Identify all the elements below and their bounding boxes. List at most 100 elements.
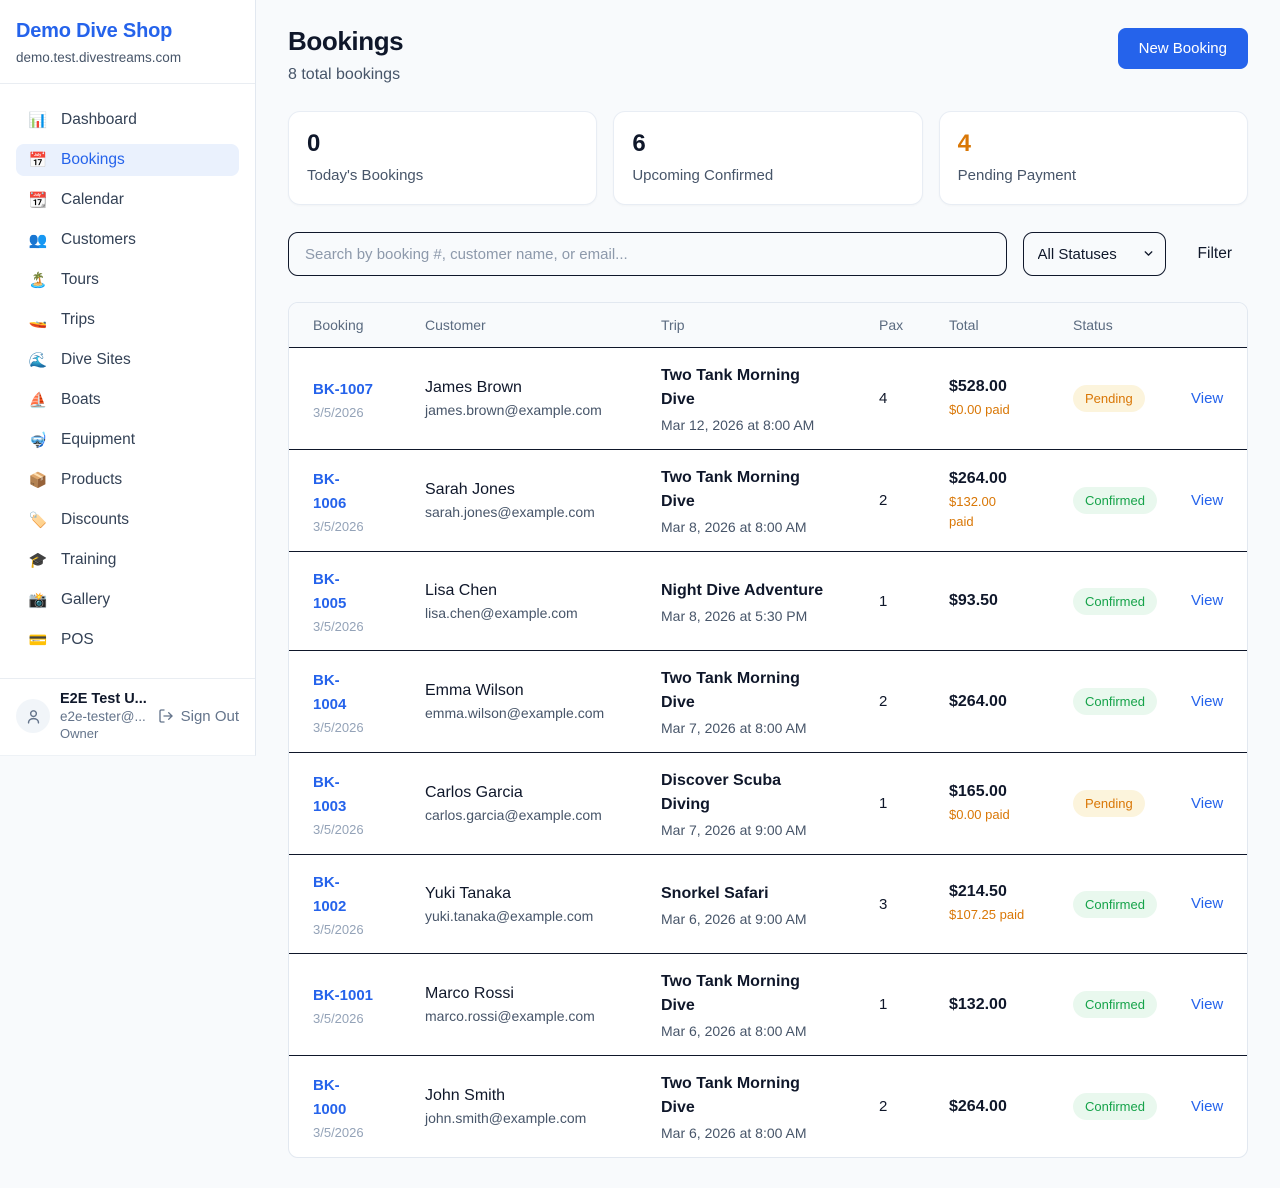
user-name: E2E Test U... <box>60 691 147 707</box>
nav-item-icon: 🌊 <box>28 352 48 369</box>
booking-id-link[interactable]: BK- 1002 <box>313 874 347 915</box>
view-link[interactable]: View <box>1191 389 1224 407</box>
trip-time: Mar 8, 2026 at 8:00 AM <box>661 519 807 535</box>
status-badge: Confirmed <box>1073 688 1157 715</box>
customer-email: james.brown@example.com <box>425 402 602 418</box>
stat-label: Pending Payment <box>957 167 1077 184</box>
table-row: BK- 1003 3/5/2026 Carlos Garcia carlos.g… <box>289 753 1247 855</box>
actions-cell: View <box>1191 1098 1223 1116</box>
total-amount: $93.50 <box>949 592 998 609</box>
customer-cell: Sarah Jones sarah.jones@example.com <box>425 481 661 520</box>
pax-value: 2 <box>879 693 888 710</box>
sidebar-item-boats[interactable]: ⛵ Boats <box>16 384 239 416</box>
booking-date: 3/5/2026 <box>313 922 364 937</box>
booking-id-link[interactable]: BK- 1000 <box>313 1076 347 1118</box>
view-link[interactable]: View <box>1191 592 1224 609</box>
sidebar-item-calendar[interactable]: 📆 Calendar <box>16 184 239 216</box>
trip-time: Mar 7, 2026 at 8:00 AM <box>661 720 807 736</box>
trip-cell: Snorkel Safari Mar 6, 2026 at 9:00 AM <box>661 882 879 927</box>
booking-id-link[interactable]: BK- 1004 <box>313 671 347 713</box>
stat-card-pending-payment: 4 Pending Payment <box>938 111 1248 205</box>
nav-item-icon: 👥 <box>28 232 48 249</box>
search-input[interactable] <box>288 232 1007 276</box>
status-badge: Confirmed <box>1073 587 1157 615</box>
sidebar-item-discounts[interactable]: 🏷️ Discounts <box>16 504 239 536</box>
status-select-wrap: All Statuses <box>1022 232 1166 276</box>
nav-item-label: Bookings <box>61 151 125 168</box>
booking-id-link[interactable]: BK-1001 <box>313 986 374 1004</box>
sidebar-item-equipment[interactable]: 🤿 Equipment <box>16 424 239 456</box>
trip-time: Mar 6, 2026 at 8:00 AM <box>661 1023 807 1039</box>
column-header-booking: Booking <box>313 317 364 333</box>
trip-name: Discover Scuba Diving <box>661 772 782 813</box>
sidebar-item-gallery[interactable]: 📸 Gallery <box>16 584 239 616</box>
table-row: BK- 1004 3/5/2026 Emma Wilson emma.wilso… <box>289 651 1247 753</box>
view-link[interactable]: View <box>1191 995 1224 1013</box>
booking-id-link[interactable]: BK- 1006 <box>313 470 347 512</box>
nav-item-label: Training <box>61 551 117 568</box>
customer-cell: Marco Rossi marco.rossi@example.com <box>425 985 661 1024</box>
table-header-row: Booking Customer Trip Pax Total Status <box>289 303 1247 348</box>
booking-id-link[interactable]: BK-1007 <box>313 380 374 398</box>
actions-cell: View <box>1191 795 1223 813</box>
column-header-pax: Pax <box>879 317 904 333</box>
total-cell: $264.00 $132.00 paid <box>949 470 1073 531</box>
nav-item-label: Dashboard <box>61 111 137 128</box>
column-header-customer: Customer <box>425 317 486 333</box>
trip-name: Snorkel Safari <box>661 884 769 902</box>
user-email: e2e-tester@... <box>60 709 146 724</box>
booking-cell: BK- 1004 3/5/2026 <box>313 669 425 735</box>
customer-email: john.smith@example.com <box>425 1110 587 1126</box>
actions-cell: View <box>1191 996 1223 1014</box>
booking-cell: BK- 1003 3/5/2026 <box>313 771 425 837</box>
view-link[interactable]: View <box>1191 692 1224 710</box>
customer-name: Lisa Chen <box>425 581 498 599</box>
total-amount: $264.00 <box>949 470 1007 487</box>
filter-button[interactable]: Filter <box>1182 245 1248 263</box>
status-cell: Confirmed <box>1073 587 1191 615</box>
view-link[interactable]: View <box>1191 1097 1224 1115</box>
sidebar-item-dashboard[interactable]: 📊 Dashboard <box>16 104 239 136</box>
total-paid: $0.00 paid <box>949 806 1010 822</box>
sidebar-item-customers[interactable]: 👥 Customers <box>16 224 239 256</box>
stats-row: 0 Today's Bookings 6 Upcoming Confirmed … <box>288 111 1248 205</box>
sidebar-item-dive-sites[interactable]: 🌊 Dive Sites <box>16 344 239 376</box>
trip-cell: Two Tank Morning Dive Mar 12, 2026 at 8:… <box>661 364 879 433</box>
total-paid: $107.25 paid <box>949 907 1025 923</box>
booking-date: 3/5/2026 <box>313 719 364 735</box>
total-cell: $264.00 <box>949 1098 1073 1116</box>
sidebar-item-products[interactable]: 📦 Products <box>16 464 239 496</box>
customer-cell: James Brown james.brown@example.com <box>425 379 661 418</box>
main-content: Bookings 8 total bookings New Booking 0 … <box>256 0 1280 1188</box>
booking-id-link[interactable]: BK- 1005 <box>313 571 347 612</box>
sign-out-button[interactable]: Sign Out <box>158 708 239 725</box>
booking-date: 3/5/2026 <box>313 404 364 420</box>
trip-cell: Night Dive Adventure Mar 8, 2026 at 5:30… <box>661 579 879 624</box>
actions-cell: View <box>1191 592 1223 610</box>
sidebar-item-trips[interactable]: 🚤 Trips <box>16 304 239 336</box>
nav-item-label: POS <box>61 631 94 648</box>
sidebar-item-tours[interactable]: 🏝️ Tours <box>16 264 239 296</box>
booking-date: 3/5/2026 <box>313 821 364 837</box>
table-row: BK-1001 3/5/2026 Marco Rossi marco.rossi… <box>289 954 1247 1056</box>
avatar <box>16 699 50 733</box>
booking-id-link[interactable]: BK- 1003 <box>313 773 347 815</box>
nav-item-icon: 📊 <box>28 112 48 129</box>
sidebar-item-bookings[interactable]: 📅 Bookings <box>16 144 239 176</box>
stat-card-todays-bookings: 0 Today's Bookings <box>288 111 598 205</box>
total-amount: $132.00 <box>949 995 1007 1013</box>
view-link[interactable]: View <box>1191 794 1224 812</box>
table-row: BK-1007 3/5/2026 James Brown james.brown… <box>289 348 1247 450</box>
nav-item-icon: 📦 <box>28 472 48 489</box>
status-filter-select[interactable]: All Statuses <box>1022 232 1166 276</box>
trip-name: Two Tank Morning Dive <box>661 670 800 711</box>
table-row: BK- 1005 3/5/2026 Lisa Chen lisa.chen@ex… <box>289 552 1247 651</box>
page-heading-group: Bookings 8 total bookings <box>288 26 404 84</box>
new-booking-button[interactable]: New Booking <box>1117 28 1248 69</box>
shop-name: Demo Dive Shop <box>16 20 173 42</box>
sidebar-item-training[interactable]: 🎓 Training <box>16 544 239 576</box>
sidebar-item-pos[interactable]: 💳 POS <box>16 624 239 656</box>
view-link[interactable]: View <box>1191 895 1224 912</box>
view-link[interactable]: View <box>1191 491 1224 509</box>
customer-name: Carlos Garcia <box>425 784 523 801</box>
